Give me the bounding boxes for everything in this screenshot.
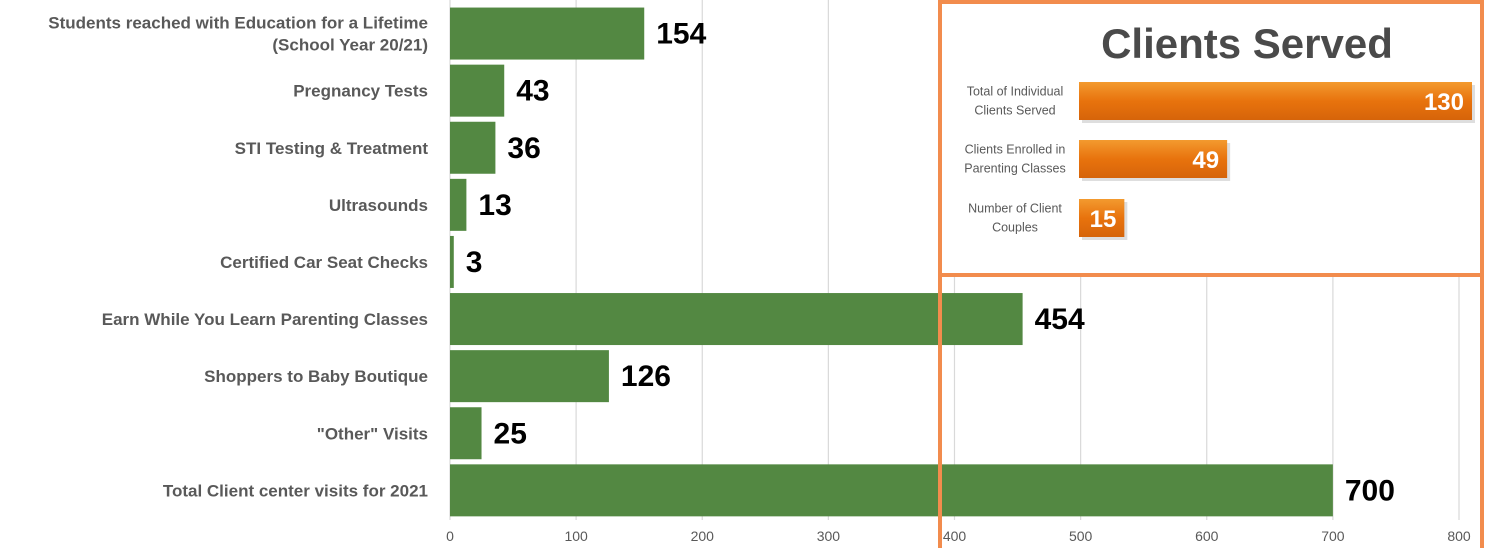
category-label: STI Testing & Treatment xyxy=(235,139,429,158)
x-tick-label: 700 xyxy=(1321,528,1345,544)
category-label: (School Year 20/21) xyxy=(272,36,428,55)
inset-category-label: Clients Enrolled in xyxy=(965,143,1066,157)
value-label: 25 xyxy=(494,417,527,450)
inset-category-label: Number of Client xyxy=(968,202,1062,216)
bar xyxy=(450,407,482,460)
clients-served-chart: Clients Served 130 Total of Individual Cli… xyxy=(964,20,1475,240)
inset-bar xyxy=(1079,82,1472,120)
value-label: 13 xyxy=(478,189,511,222)
x-axis-tick-labels: 0 100 200 300 400 500 600 700 800 xyxy=(446,528,1471,544)
x-tick-label: 500 xyxy=(1069,528,1093,544)
inset-bar xyxy=(1079,140,1228,178)
clients-served-panel: Clients Served 130 Total of Individual Cli… xyxy=(938,0,1484,277)
category-label: Students reached with Education for a Li… xyxy=(48,14,428,33)
bar xyxy=(450,7,645,60)
category-label: Ultrasounds xyxy=(329,196,428,215)
x-tick-label: 0 xyxy=(446,528,454,544)
x-tick-label: 800 xyxy=(1447,528,1471,544)
category-label: Certified Car Seat Checks xyxy=(220,253,428,272)
x-tick-label: 300 xyxy=(817,528,841,544)
inset-category-label: Parenting Classes xyxy=(964,162,1065,176)
bar xyxy=(450,121,496,174)
x-tick-label: 200 xyxy=(691,528,715,544)
bar xyxy=(450,464,1333,517)
clients-served-title: Clients Served xyxy=(1101,20,1393,67)
category-label: "Other" Visits xyxy=(317,424,428,443)
value-labels: 154 43 36 13 3 454 126 25 700 xyxy=(466,18,1395,508)
bar xyxy=(450,350,609,403)
category-label: Total Client center visits for 2021 xyxy=(163,481,428,500)
value-label: 36 xyxy=(507,132,540,165)
category-label: Pregnancy Tests xyxy=(293,82,428,101)
bar xyxy=(450,293,1023,346)
inset-value-label: 15 xyxy=(1090,206,1117,233)
value-label: 3 xyxy=(466,246,483,279)
bars xyxy=(450,7,1333,517)
bar xyxy=(450,178,467,231)
inset-value-label: 130 xyxy=(1424,89,1464,116)
category-labels: Students reached with Education for a Li… xyxy=(48,14,428,501)
bar xyxy=(450,64,505,117)
inset-category-label: Clients Served xyxy=(974,104,1055,118)
inset-value-label: 49 xyxy=(1192,147,1219,174)
inset-category-label: Total of Individual xyxy=(967,85,1064,99)
inset-bar xyxy=(1079,199,1125,237)
value-label: 454 xyxy=(1035,303,1085,336)
x-tick-label: 600 xyxy=(1195,528,1219,544)
value-label: 43 xyxy=(516,75,549,108)
value-label: 126 xyxy=(621,360,671,393)
bar xyxy=(450,235,454,288)
x-tick-label: 100 xyxy=(564,528,588,544)
value-label: 154 xyxy=(656,18,706,51)
inset-bars: 130 Total of Individual Clients Served 49 Cl… xyxy=(964,82,1475,240)
category-label: Shoppers to Baby Boutique xyxy=(204,367,428,386)
category-label: Earn While You Learn Parenting Classes xyxy=(102,310,428,329)
inset-category-label: Couples xyxy=(992,221,1038,235)
x-tick-label: 400 xyxy=(943,528,967,544)
value-label: 700 xyxy=(1345,474,1395,507)
